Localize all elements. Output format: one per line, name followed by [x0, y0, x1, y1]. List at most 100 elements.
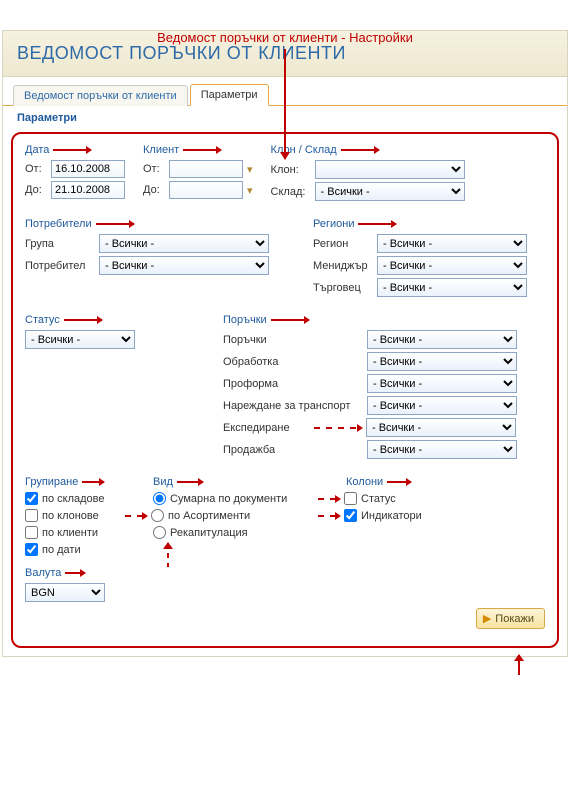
- show-button[interactable]: ▶ Покажи: [476, 608, 545, 629]
- users-title: Потребители: [25, 218, 92, 230]
- store-label: Склад:: [271, 186, 311, 198]
- group-select[interactable]: - Всички -: [99, 234, 269, 253]
- parameters-panel: Дата От: До: Клиент От: ▾ До:: [11, 132, 559, 648]
- date-from-label: От:: [25, 163, 47, 175]
- currency-select[interactable]: BGN: [25, 583, 105, 602]
- section-status: Статус - Всички -: [25, 314, 205, 462]
- orders-row-select[interactable]: - Всички -: [367, 330, 517, 349]
- orders-row-label: Поръчки: [223, 334, 363, 346]
- status-title: Статус: [25, 314, 60, 326]
- lookup-icon[interactable]: ▾: [247, 163, 253, 176]
- arrow-icon: [271, 319, 309, 321]
- kind-radio[interactable]: [153, 492, 166, 505]
- orders-row-label: Проформа: [223, 378, 363, 390]
- client-to-input[interactable]: [169, 181, 243, 199]
- section-regions: Региони Регион - Всички - Мениджър - Вси…: [313, 218, 527, 300]
- arrow-icon: [387, 481, 411, 483]
- arrow-icon: [177, 481, 203, 483]
- client-to-label: До:: [143, 184, 165, 196]
- grouping-check[interactable]: [25, 543, 38, 556]
- page-title: ВЕДОМОСТ ПОРЪЧКИ ОТ КЛИЕНТИ: [17, 43, 553, 64]
- arrow-dashed-icon: [318, 498, 340, 500]
- user-select[interactable]: - Всички -: [99, 256, 269, 275]
- kind-label: по Асортименти: [168, 510, 250, 522]
- orders-title: Поръчки: [223, 314, 267, 326]
- section-client: Клиент От: ▾ До: ▾: [143, 144, 253, 204]
- arrow-dashed-icon: [318, 515, 340, 517]
- store-select[interactable]: - Всички -: [315, 182, 465, 201]
- columns-label: Индикатори: [361, 510, 422, 522]
- tab-parameters[interactable]: Параметри: [190, 84, 269, 106]
- columns-title: Колони: [346, 476, 383, 488]
- orders-row-select[interactable]: - Всички -: [367, 396, 517, 415]
- client-title: Клиент: [143, 144, 179, 156]
- section-columns: Колони Статус Индикатори: [346, 476, 466, 567]
- panel-heading: Параметри: [3, 106, 567, 128]
- arrow-icon: [65, 572, 85, 574]
- orders-row-select[interactable]: - Всички -: [367, 374, 517, 393]
- tab-strip: Ведомост поръчки от клиенти Параметри: [3, 77, 567, 106]
- arrow-icon: [358, 223, 396, 225]
- section-currency: Валута BGN: [25, 567, 105, 602]
- arrow-dashed-icon: [314, 427, 362, 429]
- section-date: Дата От: До:: [25, 144, 125, 204]
- sales-select[interactable]: - Всички -: [377, 278, 527, 297]
- orders-row-select[interactable]: - Всички -: [366, 418, 516, 437]
- tab-report[interactable]: Ведомост поръчки от клиенти: [13, 85, 188, 106]
- columns-check[interactable]: [344, 509, 357, 522]
- show-button-label: Покажи: [495, 613, 534, 625]
- arrow-icon: [96, 223, 134, 225]
- kind-label: Рекапитулация: [170, 527, 248, 539]
- kind-title: Вид: [153, 476, 173, 488]
- grouping-check[interactable]: [25, 492, 38, 505]
- kind-radio[interactable]: [153, 526, 166, 539]
- section-users: Потребители Група - Всички - Потребител …: [25, 218, 295, 300]
- manager-label: Мениджър: [313, 260, 373, 272]
- arrow-dashed-up-icon: [167, 543, 169, 567]
- region-label: Регион: [313, 238, 373, 250]
- client-from-input[interactable]: [169, 160, 243, 178]
- section-orders: Поръчки Поръчки - Всички - Обработка - Вси…: [223, 314, 517, 462]
- status-select[interactable]: - Всички -: [25, 330, 135, 349]
- columns-label: Статус: [361, 493, 396, 505]
- section-grouping: Групиране по складове по клонове по клие…: [25, 476, 135, 567]
- date-title: Дата: [25, 144, 49, 156]
- client-from-label: От:: [143, 163, 165, 175]
- regions-title: Региони: [313, 218, 354, 230]
- grouping-title: Групиране: [25, 476, 78, 488]
- page-container: ВЕДОМОСТ ПОРЪЧКИ ОТ КЛИЕНТИ Ведомост пор…: [2, 30, 568, 657]
- branch-select[interactable]: [315, 160, 465, 179]
- date-from-input[interactable]: [51, 160, 125, 178]
- orders-row-label: Обработка: [223, 356, 363, 368]
- kind-radio[interactable]: [151, 509, 164, 522]
- section-branch: Клон / Склад Клон: Склад: - Всички -: [271, 144, 465, 204]
- grouping-label: по клонове: [42, 510, 99, 522]
- orders-row-select[interactable]: - Всички -: [367, 440, 517, 459]
- manager-select[interactable]: - Всички -: [377, 256, 527, 275]
- columns-check[interactable]: [344, 492, 357, 505]
- region-select[interactable]: - Всички -: [377, 234, 527, 253]
- annotation-arrow-up-icon: [518, 655, 520, 675]
- kind-label: Сумарна по документи: [170, 493, 287, 505]
- arrow-icon: [183, 149, 221, 151]
- grouping-check[interactable]: [25, 509, 38, 522]
- arrow-icon: [341, 149, 379, 151]
- orders-row-label: Нареждане за транспорт: [223, 400, 363, 412]
- orders-row-label: Експедиране: [223, 422, 310, 434]
- user-label: Потребител: [25, 260, 95, 272]
- lookup-icon[interactable]: ▾: [247, 184, 253, 197]
- play-icon: ▶: [483, 612, 491, 625]
- grouping-label: по клиенти: [42, 527, 98, 539]
- branch-title: Клон / Склад: [271, 144, 337, 156]
- arrow-icon: [64, 319, 102, 321]
- date-to-input[interactable]: [51, 181, 125, 199]
- sales-label: Търговец: [313, 282, 373, 294]
- orders-row-label: Продажба: [223, 444, 363, 456]
- arrow-icon: [82, 481, 104, 483]
- arrow-icon: [53, 149, 91, 151]
- orders-row-select[interactable]: - Всички -: [367, 352, 517, 371]
- title-bar: ВЕДОМОСТ ПОРЪЧКИ ОТ КЛИЕНТИ: [3, 31, 567, 77]
- date-to-label: До:: [25, 184, 47, 196]
- grouping-label: по складове: [42, 493, 104, 505]
- grouping-check[interactable]: [25, 526, 38, 539]
